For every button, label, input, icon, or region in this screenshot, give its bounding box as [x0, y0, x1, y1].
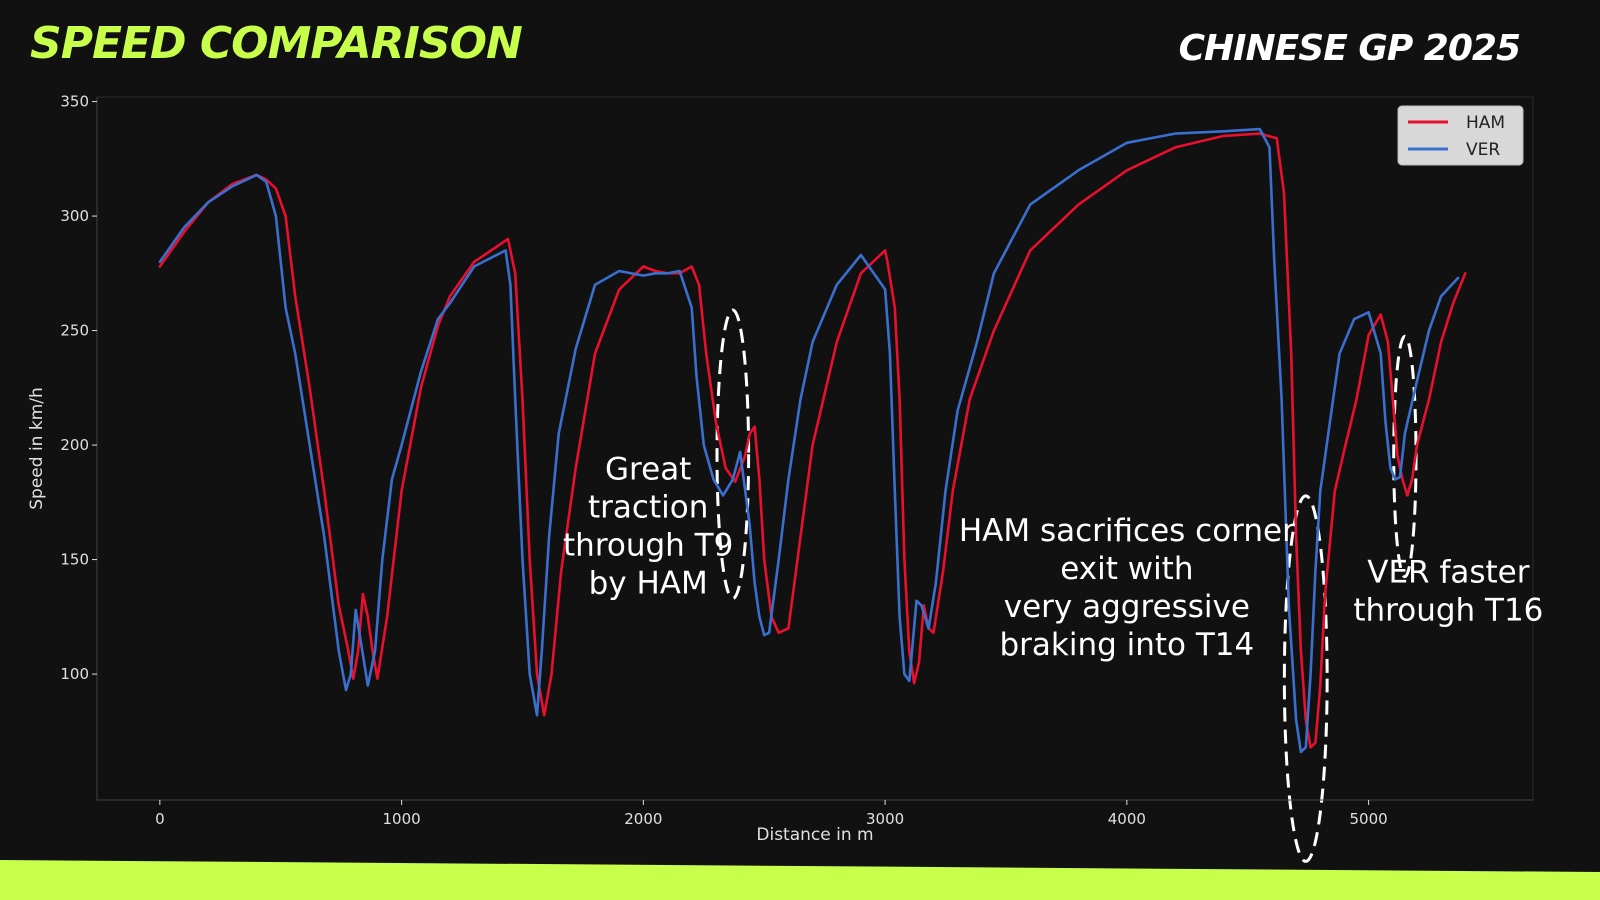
legend: HAM VER	[1397, 105, 1524, 166]
x-tick-label: 2000	[624, 810, 662, 828]
annotation-line: VER faster	[1367, 554, 1529, 590]
highlight-ellipse-1	[715, 308, 751, 600]
annotation-line: very aggressive	[1004, 589, 1250, 625]
annotation-layer: Great traction through T9 by HAM HAM sacrifi…	[563, 451, 1543, 663]
annotation-line: traction	[588, 489, 708, 525]
race-title: CHINESE GP 2025	[1178, 28, 1521, 69]
annotation-line: braking into T14	[999, 627, 1254, 663]
x-tick-label: 0	[155, 810, 165, 828]
plot-area	[96, 96, 1534, 801]
y-axis-label: Speed in km/h	[27, 387, 47, 510]
x-tick-label: 5000	[1350, 810, 1388, 828]
annotation-line: exit with	[1060, 551, 1193, 587]
y-tick-label: 350	[60, 93, 89, 111]
annotation-line: through T16	[1353, 592, 1543, 628]
page-title: SPEED COMPARISON	[30, 18, 523, 69]
axes: 100 150 200 250 300 350 0 1000 2000 3000 4000 5000 D…	[27, 93, 1533, 845]
highlight-ellipse-2	[1282, 494, 1329, 863]
y-tick-label: 100	[60, 665, 89, 683]
annotation-1: Great traction through T9 by HAM	[563, 451, 733, 601]
x-tick-label: 1000	[383, 810, 421, 828]
annotation-line: HAM sacrifices corner	[959, 513, 1295, 549]
annotation-line: Great	[605, 451, 691, 487]
annotation-2: HAM sacrifices corner exit with very aggre…	[959, 513, 1295, 663]
annotation-line: through T9	[563, 527, 733, 563]
annotation-3: VER faster through T16	[1353, 554, 1543, 628]
y-tick-label: 300	[60, 207, 89, 225]
annotation-line: by HAM	[589, 565, 708, 601]
x-axis-label: Distance in m	[756, 825, 873, 845]
series-line-ver	[158, 127, 1460, 754]
y-tick-label: 200	[60, 436, 89, 454]
series-layer	[158, 127, 1467, 754]
plot-frame	[96, 96, 1534, 801]
y-tick-label: 250	[60, 322, 89, 340]
legend-label-ver: VER	[1466, 140, 1500, 160]
x-tick-label: 3000	[866, 810, 904, 828]
y-tick-label: 150	[60, 551, 89, 569]
legend-label-ham: HAM	[1466, 113, 1505, 133]
x-tick-label: 4000	[1108, 810, 1146, 828]
